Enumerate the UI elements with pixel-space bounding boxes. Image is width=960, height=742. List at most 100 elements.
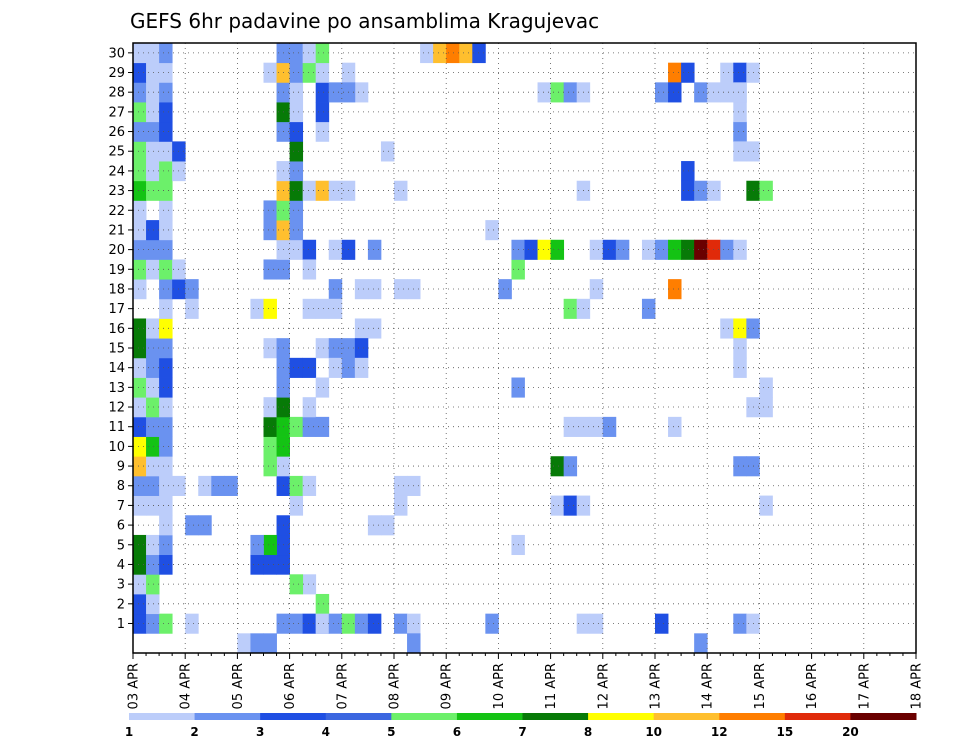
colorbar: 1 2 3 4 5 6 7 8 10 12 15 20 [125, 713, 917, 739]
heatmap-cell [655, 613, 669, 634]
heatmap-cell [159, 102, 173, 123]
y-tick-label: 17 [108, 302, 125, 317]
colorbar-label: 10 [645, 725, 662, 739]
y-tick-label: 7 [117, 499, 125, 514]
heatmap-cell [146, 613, 160, 634]
heatmap-cell [146, 495, 160, 516]
colorbar-swatch [129, 713, 196, 720]
heatmap-cell [733, 62, 747, 83]
heatmap-cell [315, 62, 330, 83]
heatmap-cell [733, 239, 747, 260]
y-tick-label: 15 [108, 342, 125, 357]
heatmap-cell [485, 613, 499, 634]
heatmap-cell [668, 416, 682, 437]
y-tick-label: 14 [108, 361, 125, 376]
heatmap-cell [720, 318, 734, 339]
heatmap-cell [733, 121, 747, 142]
colorbar-swatch [850, 713, 917, 720]
heatmap-cell [185, 279, 199, 300]
x-axis-ticks: 03 APR 04 APR 05 APR 06 APR 07 APR 08 APR 09 A… [127, 653, 925, 709]
x-tick-label: 08 APR [388, 663, 403, 709]
heatmap-cell [133, 259, 147, 280]
heatmap-cell [602, 239, 617, 260]
heatmap-cell [237, 633, 251, 654]
heatmap-cell [733, 357, 747, 378]
heatmap-cell [159, 62, 173, 83]
heatmap-cell [733, 82, 747, 103]
heatmap-cell [263, 633, 277, 654]
colorbar-label: 15 [776, 725, 793, 739]
heatmap-cell [289, 43, 304, 64]
heatmap-cell [289, 220, 304, 241]
heatmap-cell [302, 298, 317, 319]
heatmap-cell [302, 62, 317, 83]
heatmap-cell [315, 338, 330, 359]
heatmap-cell [485, 220, 499, 241]
heatmap-cell [315, 102, 330, 123]
heatmap-cell [668, 279, 682, 300]
heatmap-cell [133, 613, 147, 634]
heatmap-cell [146, 102, 160, 123]
x-tick-label: 06 APR [283, 663, 298, 709]
heatmap-cell [563, 456, 578, 477]
heatmap-cell [694, 633, 708, 654]
heatmap-cell [367, 515, 382, 536]
heatmap-cell [133, 574, 147, 595]
heatmap-cell [367, 279, 382, 300]
colorbar-label: 2 [190, 725, 198, 739]
y-tick-label: 21 [108, 223, 125, 238]
y-tick-label: 13 [108, 381, 125, 396]
y-tick-label: 2 [117, 597, 125, 612]
heatmap-cell [159, 298, 173, 319]
heatmap-cell [263, 436, 277, 457]
heatmap-cell [159, 554, 173, 575]
heatmap-cell [589, 416, 604, 437]
heatmap-cell [354, 279, 369, 300]
heatmap-cell [133, 397, 147, 418]
heatmap-cell [681, 239, 695, 260]
colorbar-label: 5 [387, 725, 395, 739]
heatmap-cell [550, 82, 565, 103]
heatmap-cell [263, 220, 277, 241]
heatmap-cell [289, 62, 304, 83]
colorbar-label: 20 [842, 725, 859, 739]
heatmap-cell [354, 613, 369, 634]
heatmap-cell [289, 180, 304, 201]
heatmap-cell [133, 141, 147, 162]
heatmap-cell [328, 338, 343, 359]
heatmap-cell [146, 456, 160, 477]
heatmap-cell [289, 574, 304, 595]
heatmap-cell [146, 161, 160, 182]
x-tick-label: 14 APR [701, 663, 716, 709]
heatmap-cell [263, 534, 277, 556]
heatmap-cell [133, 220, 147, 241]
y-tick-label: 8 [117, 479, 125, 494]
colorbar-swatch [456, 713, 523, 720]
heatmap-cell [146, 82, 160, 103]
heatmap-cell [159, 357, 173, 378]
heatmap-cell [694, 239, 708, 260]
heatmap-cell [589, 613, 604, 634]
heatmap-cell [720, 239, 734, 260]
heatmap-cell [159, 180, 173, 201]
heatmap-cell [315, 82, 330, 103]
heatmap-cell [263, 62, 277, 83]
heatmap-cell [472, 43, 486, 64]
y-tick-label: 23 [108, 184, 125, 199]
heatmap-cell [655, 82, 669, 103]
heatmap-cell [159, 43, 173, 64]
y-tick-label: 12 [108, 401, 125, 416]
heatmap-cell [354, 357, 369, 378]
heatmap-cell [263, 338, 277, 359]
colorbar-swatch [260, 713, 327, 720]
heatmap-cell [250, 554, 264, 575]
heatmap-cell [146, 397, 160, 418]
heatmap-cell [328, 357, 343, 378]
heatmap-cell [615, 239, 630, 260]
heatmap-cell [133, 554, 147, 575]
y-tick-label: 22 [108, 204, 125, 219]
heatmap-cell [146, 357, 160, 378]
heatmap-cell [759, 397, 773, 418]
heatmap-cell [133, 82, 147, 103]
heatmap-cell [302, 397, 317, 418]
